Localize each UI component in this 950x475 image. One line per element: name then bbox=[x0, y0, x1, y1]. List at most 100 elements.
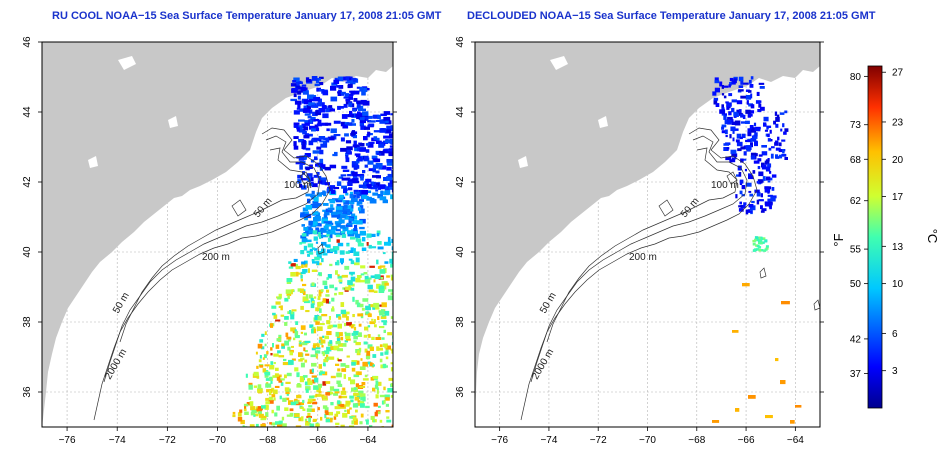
sst-pixel bbox=[295, 271, 299, 277]
sst-pixel bbox=[324, 335, 329, 340]
sst-pixel bbox=[363, 155, 369, 160]
sst-pixel bbox=[390, 395, 393, 398]
sst-pixel bbox=[296, 394, 302, 399]
sst-pixel bbox=[764, 201, 770, 207]
sst-pixel bbox=[361, 307, 365, 311]
sst-pixel bbox=[293, 337, 296, 341]
sst-pixel bbox=[272, 312, 276, 316]
sst-pixel bbox=[253, 413, 259, 417]
sst-pixel bbox=[302, 90, 309, 95]
sst-pixel bbox=[302, 408, 306, 411]
sst-pixel bbox=[301, 84, 307, 87]
sst-pixel bbox=[318, 391, 322, 394]
sst-pixel bbox=[272, 343, 274, 348]
sst-pixel bbox=[379, 310, 384, 316]
sst-pixel bbox=[327, 136, 335, 141]
sst-pixel bbox=[349, 191, 353, 195]
sst-pixel bbox=[325, 418, 332, 423]
sst-pixel bbox=[359, 208, 365, 214]
sst-pixel bbox=[280, 314, 285, 317]
sst-pixel bbox=[341, 343, 347, 347]
sst-pixel bbox=[344, 93, 350, 97]
sst-pixel bbox=[271, 305, 277, 309]
sst-pixel bbox=[336, 181, 342, 186]
x-tick-label: −66 bbox=[738, 435, 755, 446]
sst-pixel bbox=[306, 173, 313, 178]
sst-pixel bbox=[335, 422, 340, 426]
sst-pixel bbox=[307, 115, 312, 119]
sst-pixel bbox=[336, 203, 342, 207]
sst-pixel bbox=[381, 302, 387, 308]
sst-pixel bbox=[359, 143, 365, 147]
sst-pixel bbox=[379, 119, 386, 124]
sst-pixel bbox=[357, 238, 362, 243]
sst-pixel bbox=[757, 158, 762, 162]
sst-pixel bbox=[324, 224, 332, 227]
sst-pixel bbox=[314, 124, 319, 128]
sst-pixel bbox=[350, 379, 356, 385]
sst-pixel bbox=[339, 225, 346, 229]
sst-pixel bbox=[747, 113, 753, 117]
sst-pixel bbox=[359, 366, 366, 370]
sst-pixel bbox=[324, 413, 327, 419]
sst-pixel bbox=[372, 192, 379, 196]
sst-pixel bbox=[336, 372, 342, 378]
sst-pixel bbox=[328, 324, 334, 328]
sst-pixel bbox=[750, 110, 755, 114]
sst-pixel bbox=[349, 110, 353, 116]
sst-pixel bbox=[752, 239, 756, 243]
sst-pixel bbox=[371, 336, 375, 340]
sst-pixel bbox=[317, 119, 322, 124]
sst-pixel bbox=[336, 335, 340, 340]
sst-pixel bbox=[770, 196, 776, 202]
sst-pixel bbox=[346, 355, 350, 358]
sst-pixel bbox=[269, 365, 275, 370]
sst-pixel bbox=[745, 209, 749, 215]
sst-pixel bbox=[301, 123, 306, 129]
sst-pixel bbox=[301, 178, 307, 181]
sst-pixel bbox=[303, 126, 308, 131]
sst-pixel bbox=[330, 248, 335, 252]
sst-pixel bbox=[349, 407, 352, 410]
sst-pixel bbox=[244, 406, 247, 411]
sst-pixel bbox=[262, 368, 267, 373]
sst-pixel bbox=[738, 109, 742, 114]
sst-pixel bbox=[265, 378, 272, 381]
sst-pixel bbox=[308, 177, 314, 181]
sst-pixel bbox=[322, 90, 329, 96]
sst-pixel bbox=[297, 174, 303, 179]
sst-pixel bbox=[299, 377, 304, 383]
sst-pixel bbox=[302, 131, 307, 135]
sst-pixel bbox=[386, 125, 393, 130]
sst-pixel bbox=[309, 423, 315, 427]
sst-pixel bbox=[342, 200, 346, 203]
sst-pixel bbox=[758, 249, 762, 252]
sst-pixel bbox=[386, 416, 390, 419]
sst-pixel bbox=[771, 146, 775, 149]
sst-pixel bbox=[351, 164, 355, 168]
sst-pixel bbox=[277, 350, 281, 354]
sst-pixel bbox=[377, 266, 382, 269]
sst-pixel bbox=[297, 288, 302, 292]
y-tick-label: 40 bbox=[22, 246, 33, 258]
sst-pixel bbox=[340, 309, 347, 315]
sst-pixel bbox=[366, 233, 372, 238]
sst-pixel bbox=[382, 363, 387, 369]
sst-pixel bbox=[775, 123, 779, 128]
sst-pixel bbox=[351, 198, 358, 203]
sst-pixel bbox=[382, 252, 386, 255]
sst-pixel bbox=[360, 397, 363, 401]
sst-pixel bbox=[298, 343, 303, 347]
sst-pixel bbox=[346, 230, 353, 235]
sst-pixel bbox=[255, 423, 259, 427]
sst-pixel bbox=[369, 321, 376, 325]
sst-pixel bbox=[375, 163, 383, 168]
sst-pixel bbox=[740, 113, 744, 118]
celsius-tick-label: 20 bbox=[892, 155, 904, 166]
sst-pixel bbox=[338, 343, 343, 347]
sst-pixel bbox=[366, 196, 372, 201]
sst-pixel bbox=[278, 420, 283, 426]
sst-pixel bbox=[345, 287, 352, 290]
sst-pixel bbox=[293, 258, 298, 262]
sst-pixel bbox=[322, 352, 326, 357]
